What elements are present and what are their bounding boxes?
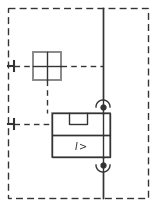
Bar (8, 8, 148, 198)
Bar (52, 135, 110, 157)
Bar (52, 113, 110, 135)
Text: $I>$: $I>$ (74, 140, 88, 152)
Bar (33, 52, 61, 80)
Bar (52, 113, 110, 157)
